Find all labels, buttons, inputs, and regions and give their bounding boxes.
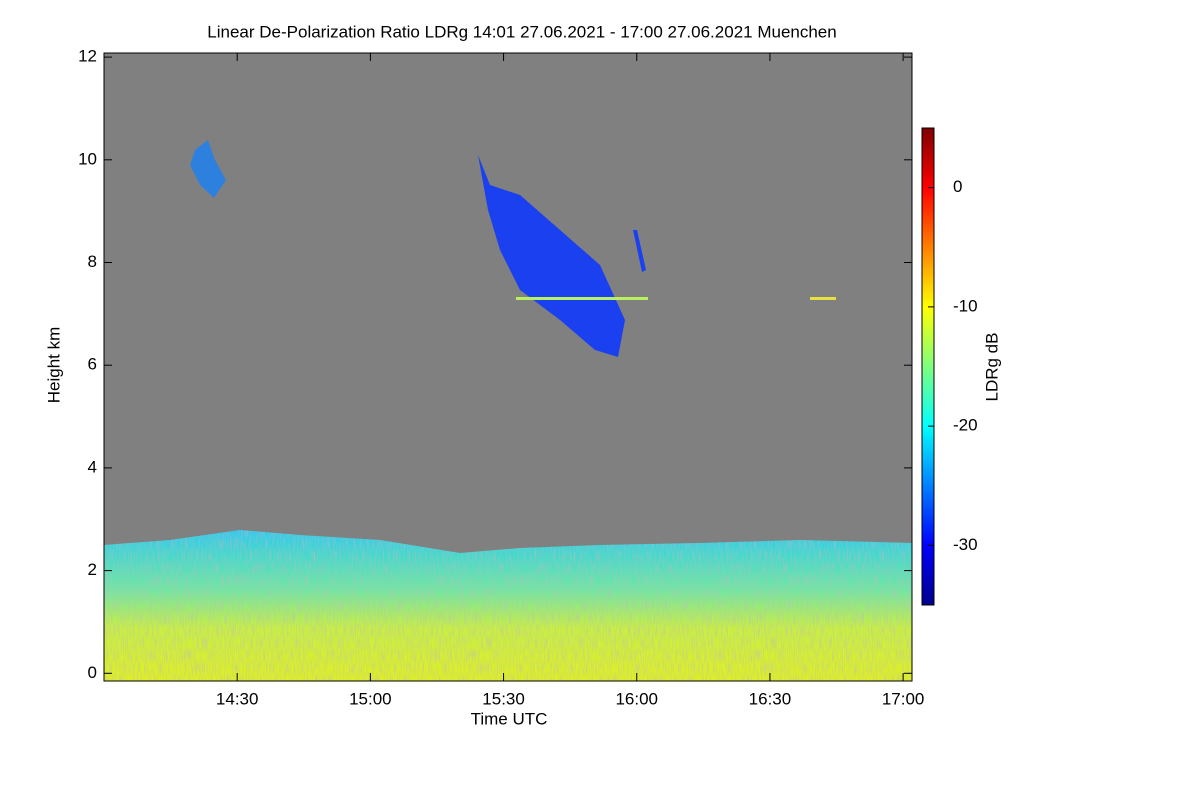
colorbar-tick-label: 0 bbox=[953, 177, 962, 196]
x-tick-label: 16:00 bbox=[615, 689, 658, 708]
boundary-layer bbox=[104, 530, 912, 681]
x-axis-label: Time UTC bbox=[471, 709, 548, 728]
colorbar-tick-label: -10 bbox=[953, 296, 978, 315]
y-tick-label: 4 bbox=[88, 457, 97, 476]
colorbar-tick-label: -30 bbox=[953, 535, 978, 554]
x-tick-label: 16:30 bbox=[749, 689, 792, 708]
colorbar-tick-label: -20 bbox=[953, 416, 978, 435]
x-tick-label: 17:00 bbox=[882, 689, 925, 708]
y-tick-label: 2 bbox=[88, 560, 97, 579]
x-tick-label: 15:00 bbox=[349, 689, 392, 708]
cirrus bbox=[190, 140, 836, 357]
y-tick-label: 0 bbox=[88, 663, 97, 682]
x-tick-label: 15:30 bbox=[482, 689, 525, 708]
colorbar bbox=[921, 127, 935, 606]
y-tick-label: 12 bbox=[78, 47, 97, 66]
colorbar-label: LDRg dB bbox=[982, 333, 1001, 402]
y-tick-label: 8 bbox=[88, 252, 97, 271]
chart-title: Linear De-Polarization Ratio LDRg 14:01 … bbox=[207, 22, 836, 41]
y-axis-label: Height km bbox=[44, 327, 63, 404]
y-tick-label: 10 bbox=[78, 149, 97, 168]
x-tick-label: 14:30 bbox=[216, 689, 259, 708]
plot-frame bbox=[103, 52, 913, 682]
y-tick-label: 6 bbox=[88, 355, 97, 374]
